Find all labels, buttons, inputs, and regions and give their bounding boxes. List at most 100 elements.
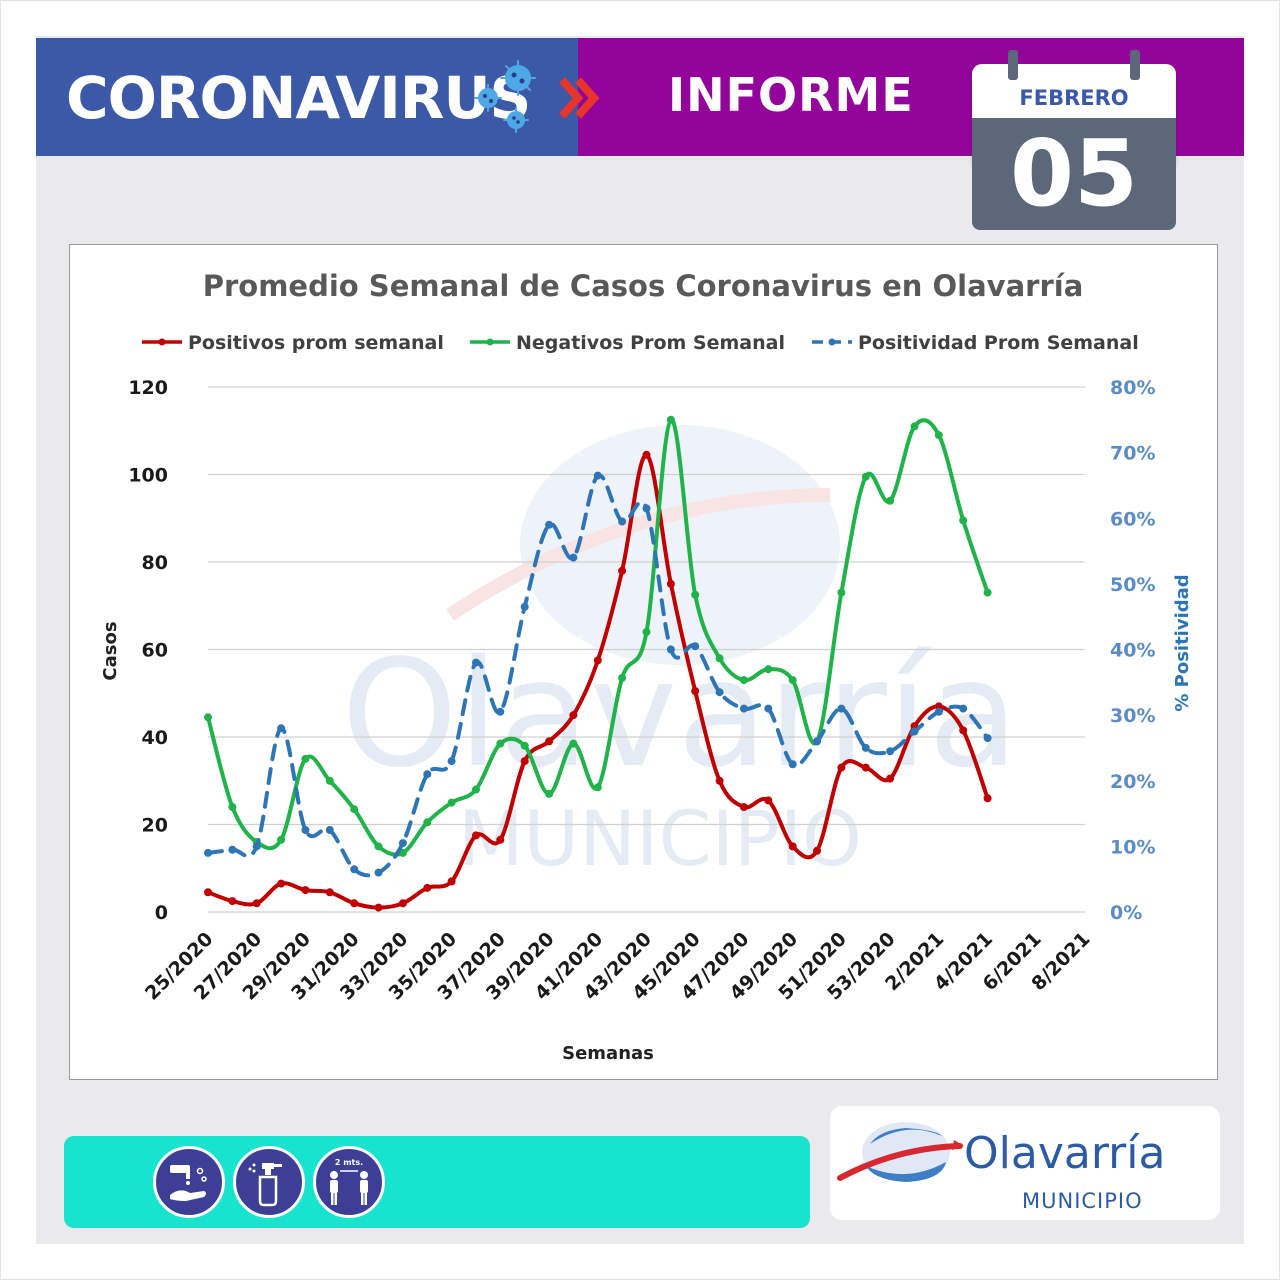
municipio-logo-subtitle: MUNICIPIO xyxy=(1022,1189,1143,1213)
data-point-positivos xyxy=(983,794,992,803)
y-tick-label: 40 xyxy=(142,727,168,749)
data-point-positividad xyxy=(374,868,383,877)
data-point-positividad xyxy=(910,727,919,736)
data-point-positividad xyxy=(398,839,407,848)
calendar-day-panel xyxy=(972,118,1176,230)
data-point-positividad xyxy=(739,704,748,713)
data-point-positivos xyxy=(666,579,675,588)
x-axis-ticks: 25/202027/202029/202031/202033/202035/20… xyxy=(141,928,1095,1005)
data-point-positivos xyxy=(642,450,651,459)
data-point-positividad xyxy=(666,645,675,654)
y-tick-label: 60 xyxy=(142,640,168,662)
data-point-positivos xyxy=(618,566,627,575)
data-point-positividad xyxy=(837,704,846,713)
data-point-positividad xyxy=(715,688,724,697)
data-point-positivos xyxy=(350,899,359,908)
data-point-negativos xyxy=(423,818,432,827)
y-tick-label: 120 xyxy=(128,377,168,399)
y2-tick-label: 70% xyxy=(1110,443,1155,465)
y2-tick-label: 60% xyxy=(1110,508,1155,530)
data-point-positivos xyxy=(228,897,237,906)
data-point-positivos xyxy=(593,656,602,665)
data-point-negativos xyxy=(325,776,334,785)
series-line-positivos xyxy=(206,452,990,910)
calendar-month: FEBRERO xyxy=(1019,86,1129,110)
virus-icon xyxy=(474,60,600,133)
data-point-positivos xyxy=(472,831,480,840)
y-axis-ticks: 0 20 40 60 80 100 120 xyxy=(128,377,168,924)
data-point-negativos xyxy=(545,789,554,798)
data-point-negativos xyxy=(739,676,748,685)
data-point-negativos xyxy=(618,673,627,682)
sanitizer-spray-icon xyxy=(233,1146,305,1218)
data-point-positivos xyxy=(813,846,821,855)
legend-marker-negativos xyxy=(486,338,494,346)
data-point-positividad xyxy=(959,704,968,713)
data-point-negativos xyxy=(301,754,310,763)
data-point-positividad xyxy=(569,553,578,562)
x-axis-title: Semanas xyxy=(562,1043,654,1064)
data-point-positivos xyxy=(496,835,505,844)
data-point-positividad xyxy=(350,865,359,874)
data-point-positivos xyxy=(788,842,797,851)
data-point-negativos xyxy=(764,665,773,674)
municipio-logo-name: Olavarría xyxy=(964,1128,1166,1179)
legend-label-negativos: Negativos Prom Semanal xyxy=(516,332,785,354)
data-point-negativos xyxy=(715,654,724,663)
data-point-negativos xyxy=(374,842,383,851)
y2-tick-label: 0% xyxy=(1110,902,1142,924)
data-point-positivos xyxy=(959,726,968,735)
y2-tick-label: 20% xyxy=(1110,771,1155,793)
municipio-logo-icon xyxy=(837,1122,964,1182)
data-point-positividad xyxy=(983,734,992,743)
social-distance-icon: 2 mts. xyxy=(313,1146,385,1218)
watermark-name: Olavarría xyxy=(341,628,1019,800)
data-point-positividad xyxy=(423,770,432,779)
gridlines xyxy=(208,386,1085,913)
data-point-positivos xyxy=(277,879,286,888)
calendar-ring-left xyxy=(1008,50,1018,80)
data-point-positivos xyxy=(520,757,529,766)
data-point-negativos xyxy=(204,713,212,722)
data-point-positivos xyxy=(447,877,456,886)
y2-tick-label: 80% xyxy=(1110,377,1155,399)
data-point-negativos xyxy=(447,798,456,807)
data-point-negativos xyxy=(228,803,237,811)
series-positividad xyxy=(204,471,992,878)
data-point-negativos xyxy=(666,415,675,424)
y-tick-label: 100 xyxy=(128,465,168,487)
data-point-positivos xyxy=(715,776,724,785)
data-point-positividad xyxy=(447,757,456,766)
data-point-negativos xyxy=(277,835,286,844)
data-point-positivos xyxy=(886,774,895,783)
data-point-positividad xyxy=(764,704,773,713)
data-point-positividad xyxy=(934,707,943,716)
data-point-negativos xyxy=(788,676,797,685)
data-point-positivos xyxy=(764,796,773,805)
handwash-icon xyxy=(153,1146,225,1218)
data-point-positividad xyxy=(228,845,237,854)
data-point-negativos xyxy=(472,785,480,794)
data-point-positivos xyxy=(252,899,261,908)
data-point-positividad xyxy=(520,602,529,611)
data-point-negativos xyxy=(569,739,578,748)
data-point-positivos xyxy=(374,903,383,912)
data-point-positividad xyxy=(472,658,480,667)
legend-label-positividad: Positividad Prom Semanal xyxy=(858,332,1139,354)
y2-tick-label: 30% xyxy=(1110,705,1155,727)
data-point-negativos xyxy=(861,472,870,481)
calendar-day: 05 xyxy=(1009,120,1139,227)
distance-label: 2 mts. xyxy=(335,1158,363,1167)
data-point-positividad xyxy=(886,747,895,756)
y-tick-label: 0 xyxy=(155,902,168,924)
data-point-negativos xyxy=(642,628,651,636)
date-calendar: FEBRERO 05 xyxy=(972,50,1176,230)
data-point-positividad xyxy=(545,520,554,529)
data-point-positividad xyxy=(813,737,821,746)
data-point-positividad xyxy=(325,826,334,834)
series-positivos xyxy=(204,450,992,912)
data-point-positivos xyxy=(691,687,700,696)
legend-label-positivos: Positivos prom semanal xyxy=(188,332,444,354)
data-point-positividad xyxy=(691,642,700,651)
report-label: INFORME xyxy=(668,68,914,122)
